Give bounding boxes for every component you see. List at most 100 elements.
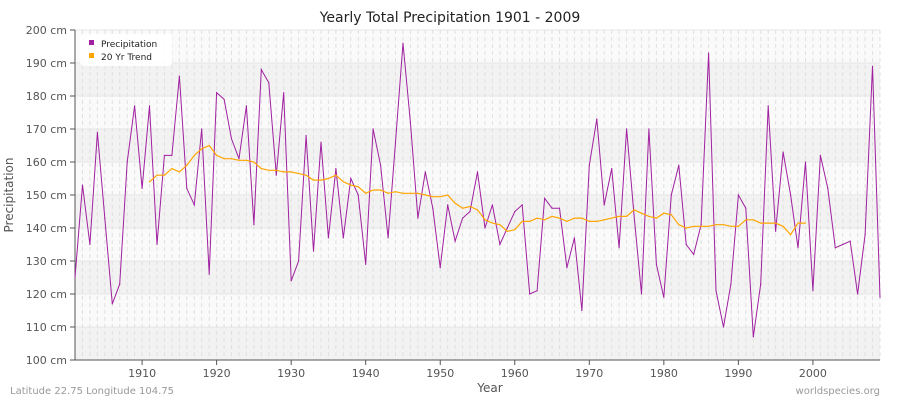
x-tick-label: 1930 [277, 367, 305, 380]
precipitation-point [74, 276, 76, 279]
trend-point [536, 217, 538, 219]
trend-point [201, 148, 203, 150]
precipitation-point [618, 247, 620, 249]
trend-point [245, 159, 248, 161]
y-tick-label: 200 cm [26, 24, 67, 37]
trend-point [454, 202, 456, 204]
precipitation-point [745, 207, 747, 209]
precipitation-point [372, 128, 374, 130]
trend-point [469, 205, 471, 208]
trend-point [305, 174, 307, 176]
trend-point [558, 217, 561, 219]
precipitation-point [432, 207, 434, 209]
trend-point [268, 169, 270, 171]
precipitation-point [342, 237, 344, 239]
trend-point [432, 196, 434, 198]
trend-point [588, 220, 590, 222]
precipitation-point [864, 234, 866, 236]
trend-point [476, 209, 479, 211]
x-tick-label: 1950 [426, 367, 454, 380]
precipitation-point [148, 105, 151, 107]
y-tick-label: 120 cm [26, 288, 67, 301]
precipitation-point [447, 204, 449, 206]
legend: Precipitation 20 Yr Trend [80, 34, 172, 66]
trend-point [380, 189, 382, 191]
y-tick-label: 130 cm [26, 255, 67, 268]
y-tick-label: 110 cm [26, 321, 67, 334]
precipitation-point [387, 237, 389, 239]
precipitation-point [715, 290, 717, 292]
trend-point [700, 225, 702, 227]
trend-point [551, 215, 553, 218]
trend-point [216, 154, 218, 156]
precipitation-point [670, 194, 672, 196]
trend-point [447, 194, 449, 196]
trend-point [365, 192, 367, 194]
precipitation-point [536, 290, 538, 292]
trend-point [163, 174, 166, 176]
precipitation-point [588, 164, 590, 166]
precipitation-point [514, 210, 516, 213]
trend-point [402, 192, 404, 194]
precipitation-point [558, 207, 561, 209]
trend-point [566, 220, 568, 222]
precipitation-point [320, 141, 322, 143]
trend-point [350, 184, 352, 186]
x-tick-label: 1990 [724, 367, 752, 380]
trend-point [603, 219, 605, 221]
y-tick-label: 170 cm [26, 123, 67, 136]
precipitation-point [402, 42, 404, 44]
trend-point [357, 186, 359, 188]
precipitation-point [365, 263, 367, 265]
trend-point [148, 181, 151, 183]
y-tick-label: 180 cm [26, 90, 67, 103]
precipitation-point [521, 204, 523, 206]
legend-swatch-trend [89, 53, 94, 58]
trend-point [320, 179, 322, 181]
precipitation-point [581, 309, 583, 312]
precipitation-point [454, 240, 456, 242]
y-axis-label: Precipitation [2, 157, 16, 232]
trend-point [372, 189, 374, 191]
precipitation-point [186, 187, 188, 189]
trend-point [685, 227, 687, 229]
precipitation-point [760, 283, 762, 285]
legend-swatch-precipitation [89, 40, 94, 45]
y-tick-label: 190 cm [26, 57, 67, 70]
source-label: worldspecies.org [796, 386, 880, 397]
precipitation-point [89, 243, 91, 246]
trend-point [506, 230, 508, 232]
x-tick-label: 1940 [352, 367, 380, 380]
precipitation-point [163, 154, 166, 156]
y-tick-label: 150 cm [26, 189, 67, 202]
precipitation-point [566, 267, 568, 269]
trend-point [387, 192, 389, 194]
precipitation-point [238, 158, 240, 160]
trend-point [730, 225, 732, 227]
precipitation-point [633, 214, 635, 216]
precipitation-point [775, 230, 777, 232]
precipitation-point [596, 118, 598, 120]
precipitation-point [327, 237, 330, 239]
trend-point [745, 219, 747, 221]
trend-point [573, 217, 575, 219]
precipitation-point [722, 326, 725, 328]
precipitation-point [625, 128, 628, 130]
precipitation-point [499, 243, 501, 246]
precipitation-point [216, 92, 218, 94]
precipitation-point [201, 128, 203, 130]
precipitation-point [640, 293, 643, 295]
trend-point [543, 219, 546, 221]
precipitation-point [439, 267, 441, 269]
precipitation-point [551, 207, 553, 209]
trend-point [171, 168, 173, 170]
precipitation-point [767, 105, 769, 107]
trend-point [223, 158, 225, 160]
precipitation-point [543, 197, 546, 199]
precipitation-point [842, 243, 844, 246]
precipitation-point [96, 131, 98, 133]
trend-point [648, 215, 650, 218]
precipitation-point [171, 154, 173, 156]
legend-label-precipitation: Precipitation [101, 40, 157, 50]
precipitation-point [678, 164, 680, 166]
